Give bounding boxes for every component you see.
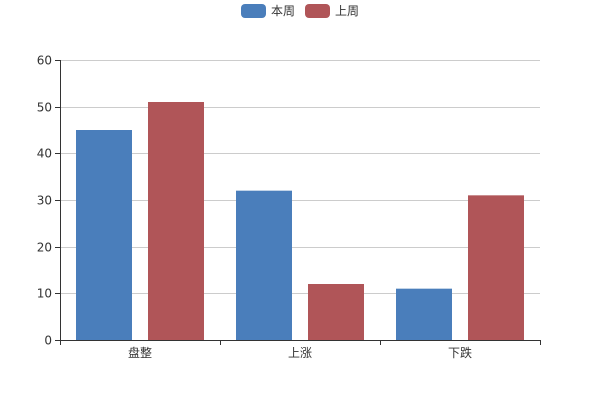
axes: 0 10 20 30 40 50 60 盘整 上涨 下跌 <box>37 54 541 360</box>
legend-label: 本周 <box>271 4 295 18</box>
y-tick-label: 30 <box>37 194 52 208</box>
bar-this-week <box>236 190 292 340</box>
legend-swatch <box>241 4 266 18</box>
y-tick-label: 10 <box>37 287 52 301</box>
legend-swatch <box>305 4 330 18</box>
legend: 本周 上周 <box>241 4 359 18</box>
grid-lines <box>60 60 540 294</box>
x-tick-label: 下跌 <box>448 345 472 360</box>
x-tick-label: 盘整 <box>128 345 152 360</box>
y-tick-label: 20 <box>37 241 52 255</box>
y-tick-label: 0 <box>44 334 52 348</box>
bar-this-week <box>396 288 452 340</box>
bar-last-week <box>148 102 204 340</box>
bars <box>76 102 524 340</box>
y-tick-label: 50 <box>37 101 52 115</box>
bar-last-week <box>468 195 524 340</box>
legend-label: 上周 <box>335 4 359 18</box>
bar-this-week <box>76 130 132 340</box>
y-tick-label: 40 <box>37 147 52 161</box>
bar-last-week <box>308 284 364 340</box>
y-tick-label: 60 <box>37 54 52 68</box>
x-tick-label: 上涨 <box>288 345 312 360</box>
